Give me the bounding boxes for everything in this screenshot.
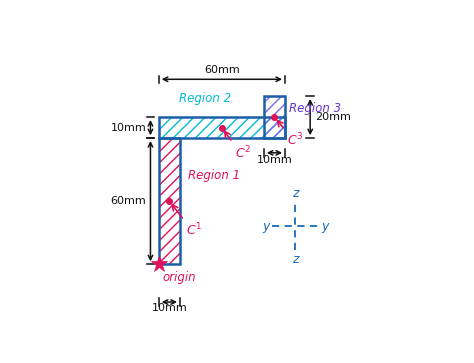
Text: origin: origin [162,270,196,284]
Text: 10mm: 10mm [256,155,292,166]
Text: z: z [292,187,299,200]
Text: Region 2: Region 2 [179,91,231,105]
Text: 60mm: 60mm [204,65,240,75]
Bar [159,117,285,138]
Bar [159,117,285,138]
Bar [264,96,285,138]
Text: 10mm: 10mm [110,123,146,132]
Text: $C^3$: $C^3$ [287,132,303,148]
Bar [264,96,285,138]
Text: 10mm: 10mm [152,303,187,313]
Text: Region 1: Region 1 [188,170,240,183]
Bar [159,117,285,138]
Bar [159,138,180,264]
Text: z: z [292,253,299,266]
Text: $C^1$: $C^1$ [186,222,202,239]
Bar [159,138,180,264]
Text: 60mm: 60mm [110,196,146,206]
Text: Region 3: Region 3 [289,102,341,115]
Bar [264,96,285,138]
Text: y: y [322,220,329,233]
Bar [159,138,180,264]
Text: y: y [262,220,269,233]
Text: 20mm: 20mm [315,112,351,122]
Text: $C^2$: $C^2$ [235,144,251,161]
